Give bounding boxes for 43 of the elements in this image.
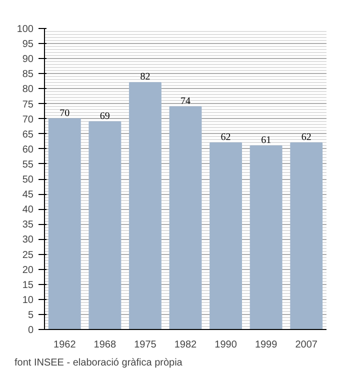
y-tick-label: 75 [22,99,34,110]
data-label: 62 [220,132,231,143]
y-tick-label: 80 [22,84,34,96]
bar [250,145,282,330]
y-tick-label: 15 [22,280,34,291]
y-tick-label: 90 [22,54,34,66]
y-tick-label: 55 [22,159,34,170]
y-tick-label: 5 [28,310,34,321]
y-tick-label: 0 [28,325,34,336]
y-tick-label: 65 [22,129,34,140]
data-label: 69 [100,110,110,122]
y-tick-label: 10 [22,294,34,306]
x-tick-label: 1968 [94,340,116,350]
y-tick-label: 70 [22,114,34,126]
y-tick-label: 35 [22,220,34,231]
y-tick-label: 25 [22,250,34,261]
x-tick-label: 1982 [174,340,198,350]
bar [48,118,81,330]
bar [88,121,122,330]
x-tick-label: 1999 [254,340,278,350]
y-tick-label: 40 [22,204,34,216]
y-tick-label: 45 [22,190,34,201]
x-tick-label: 1975 [134,340,157,350]
bar [169,106,202,330]
text: font INSEE - elaboració gràfica pròpia [14,358,183,368]
bar [210,142,242,330]
y-tick-label: 20 [22,264,34,276]
data-label: 74 [180,96,190,107]
x-tick-label: 2007 [295,340,318,350]
data-label: 61 [261,134,272,146]
bar [290,142,323,330]
y-tick-label: 60 [22,144,34,156]
y-tick-label: 50 [22,174,34,186]
x-tick-label: 1990 [214,340,238,350]
bar [129,82,162,330]
data-label: 62 [301,132,312,143]
y-tick-label: 95 [22,39,34,50]
x-tick-label: 1962 [54,340,76,350]
y-tick-label: 100 [16,24,34,35]
data-label: 82 [140,72,150,83]
y-tick-label: 85 [22,69,34,80]
data-label: 70 [60,108,70,119]
y-tick-label: 30 [22,234,34,246]
